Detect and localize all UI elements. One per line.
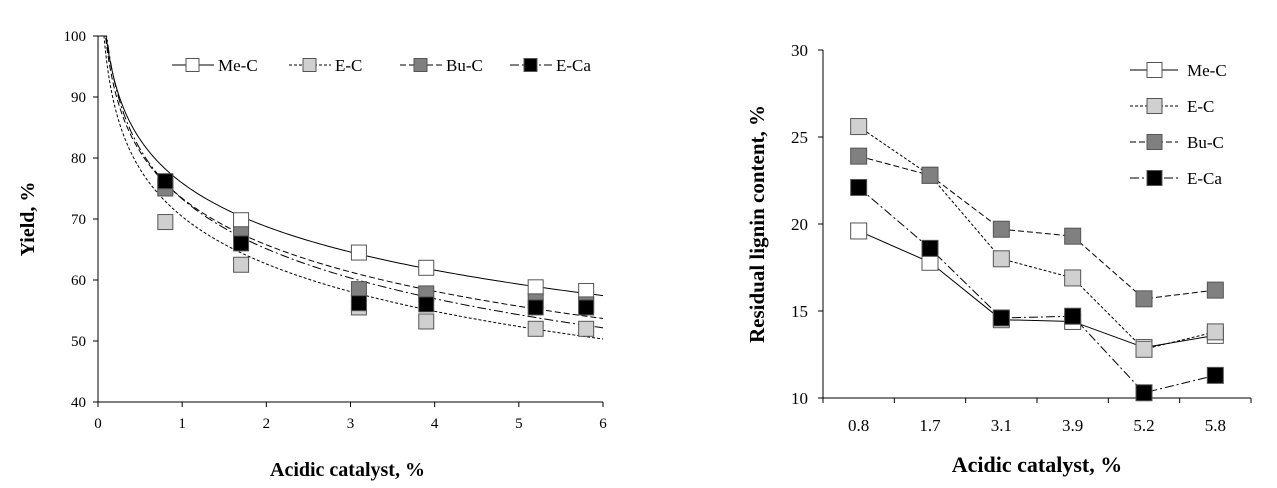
x-tick-label: 3.1 [991, 416, 1012, 435]
x-tick-label: 1 [178, 416, 186, 432]
point-e-ca [418, 296, 435, 313]
point-e-ca [992, 309, 1010, 327]
point-me-c [233, 212, 250, 229]
y-tick-label: 25 [791, 128, 808, 147]
trend-bu-c [98, 35, 604, 319]
point-me-c [578, 282, 595, 299]
line-me-c [858, 230, 1216, 349]
point-e-c [418, 313, 435, 330]
legend-marker-bu-c [413, 58, 428, 72]
x-tick-label: 2 [263, 416, 271, 432]
point-bu-c [350, 281, 367, 298]
x-axis-label: Acidic catalyst, % [952, 452, 1122, 477]
legend-marker-me-c [185, 58, 200, 72]
point-e-c [578, 320, 595, 337]
x-tick-label: 5.2 [1133, 416, 1154, 435]
x-tick-label: 1.7 [919, 416, 941, 435]
legend-marker-e-ca [523, 58, 538, 72]
legend-label-me-c: Me-C [218, 56, 258, 75]
point-e-ca [921, 239, 939, 257]
legend-label-e-c: E-C [1187, 97, 1214, 116]
y-tick-label: 70 [71, 212, 86, 228]
x-tick-label: 5.8 [1205, 416, 1226, 435]
trend-e-ca [98, 35, 604, 329]
point-e-ca [527, 299, 544, 316]
point-e-ca [1206, 366, 1224, 384]
point-e-ca [1135, 384, 1153, 402]
y-tick-label: 30 [791, 41, 808, 60]
point-me-c [850, 222, 868, 240]
point-e-c [992, 250, 1010, 268]
point-bu-c [921, 166, 939, 184]
point-e-c [1064, 269, 1082, 287]
lignin-chart: 10 15 20 25 30 0.8 1.7 3.1 3.9 5.2 5.8 Acidic catal… [745, 41, 1252, 477]
point-me-c [527, 279, 544, 296]
point-e-ca [233, 235, 250, 252]
x-tick-label: 0 [94, 416, 102, 432]
point-me-c [418, 259, 435, 276]
y-tick-label: 40 [71, 395, 86, 411]
trend-e-c [98, 35, 604, 340]
x-tick-label: 6 [599, 416, 607, 432]
x-tick-label: 5 [515, 416, 523, 432]
point-e-c [1206, 323, 1224, 341]
legend-label-me-c: Me-C [1187, 61, 1227, 80]
x-axis-label: Acidic catalyst, % [270, 459, 425, 481]
point-bu-c [850, 147, 868, 165]
x-tick-label: 0.8 [848, 416, 869, 435]
point-e-ca [1064, 307, 1082, 325]
legend-marker-me-c [1146, 62, 1163, 78]
x-tick-label: 3 [347, 416, 355, 432]
legend-marker-e-ca [1146, 170, 1163, 186]
y-tick-label: 15 [791, 302, 808, 321]
legend-marker-bu-c [1146, 134, 1163, 150]
y-tick-label: 50 [71, 334, 86, 350]
point-e-c [850, 118, 868, 136]
point-e-ca [850, 178, 868, 196]
x-tick-label: 3.9 [1062, 416, 1083, 435]
line-e-ca [858, 187, 1216, 394]
point-e-c [1135, 340, 1153, 358]
y-tick-label: 10 [791, 389, 808, 408]
legend-label-e-ca: E-Ca [556, 56, 591, 75]
point-bu-c [1064, 227, 1082, 245]
yield-chart: 40 50 60 70 80 90 100 0 1 2 3 4 5 6 Acidic catalyst, %… [17, 29, 607, 481]
point-e-c [233, 256, 250, 273]
x-tick-label: 4 [431, 416, 439, 432]
point-e-ca [350, 295, 367, 312]
y-axis-label: Yield, % [17, 182, 39, 257]
y-tick-label: 80 [71, 151, 86, 167]
point-bu-c [1206, 281, 1224, 299]
legend-label-e-ca: E-Ca [1187, 169, 1222, 188]
point-bu-c [1135, 290, 1153, 308]
legend-marker-e-c [1146, 98, 1163, 114]
legend-marker-e-c [302, 58, 317, 72]
line-bu-c [858, 155, 1216, 300]
point-e-c [157, 214, 174, 231]
line-e-c [858, 126, 1216, 350]
legend-label-bu-c: Bu-C [446, 56, 483, 75]
point-e-ca [157, 173, 174, 190]
point-e-c [527, 320, 544, 337]
y-tick-label: 60 [71, 273, 86, 289]
y-axis-label: Residual lignin content, % [745, 105, 769, 343]
y-tick-label: 20 [791, 215, 808, 234]
legend-label-bu-c: Bu-C [1187, 133, 1224, 152]
y-tick-label: 100 [64, 29, 87, 45]
legend-label-e-c: E-C [335, 56, 362, 75]
point-e-ca [578, 299, 595, 316]
point-bu-c [992, 220, 1010, 238]
y-tick-label: 90 [71, 90, 86, 106]
point-me-c [350, 244, 367, 261]
